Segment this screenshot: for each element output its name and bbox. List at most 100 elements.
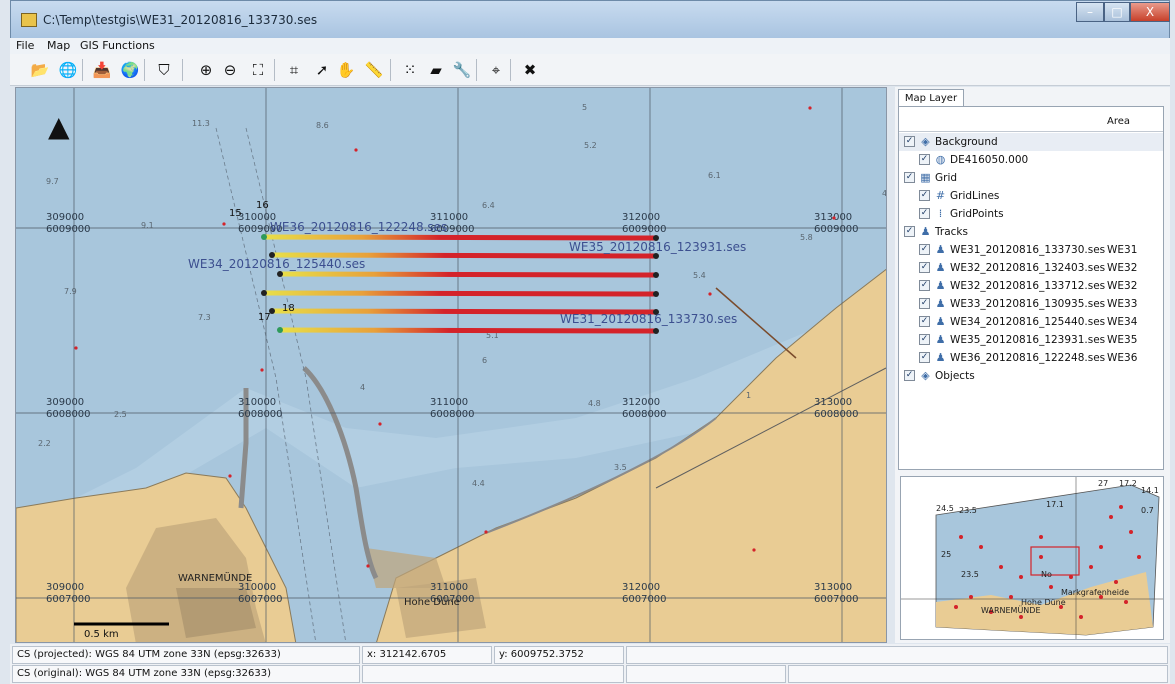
north-arrow-icon: ▲ <box>48 110 70 143</box>
layer-row[interactable]: ✓ ♟ WE35_20120816_123931.ses WE35 <box>899 331 1163 349</box>
point-number-label: 17 <box>258 312 271 323</box>
area-column-header[interactable]: Area <box>1107 116 1131 127</box>
layer-visibility-checkbox[interactable]: ✓ <box>919 280 930 291</box>
depth-sounding: 11.3 <box>192 119 210 128</box>
overview-label: 0.7 <box>1141 506 1154 515</box>
overview-view-extent[interactable] <box>1030 546 1080 576</box>
overview-label: 23.5 <box>959 506 977 515</box>
window-title: C:\Temp\testgis\WE31_20120816_133730.ses <box>43 13 318 27</box>
map-marker <box>222 222 226 226</box>
layer-row[interactable]: ✓ ◈ Objects <box>899 367 1163 385</box>
print-icon[interactable]: ⛉ <box>158 61 170 79</box>
grid-easting-label: 313000 <box>814 582 852 593</box>
layer-visibility-checkbox[interactable]: ✓ <box>919 352 930 363</box>
open-layer-icon[interactable]: 📂 <box>30 61 50 79</box>
track-line[interactable] <box>269 308 659 315</box>
layer-visibility-checkbox[interactable]: ✓ <box>919 298 930 309</box>
track-start-point <box>261 290 267 296</box>
layer-label: WE33_20120816_130935.ses <box>950 298 1106 310</box>
layer-area: WE36 <box>1107 352 1138 364</box>
overview-marker <box>1129 530 1133 534</box>
depth-sounding: 9.1 <box>141 221 154 230</box>
status-y-coordinate: y: 6009752.3752 <box>494 646 624 664</box>
overview-label: 25 <box>941 550 951 559</box>
zoom-extent-icon[interactable]: ⛶ <box>252 61 264 79</box>
depth-sounding: 8.6 <box>316 121 329 130</box>
layer-visibility-checkbox[interactable]: ✓ <box>919 154 930 165</box>
add-map-icon[interactable]: 🌍 <box>120 61 140 79</box>
layer-row[interactable]: ✓ ♟ WE36_20120816_122248.ses WE36 <box>899 349 1163 367</box>
menu-map[interactable]: Map <box>47 39 71 52</box>
pan-hand-icon[interactable]: ✋ <box>336 61 356 79</box>
track-line[interactable] <box>277 271 659 278</box>
layer-visibility-checkbox[interactable]: ✓ <box>919 244 930 255</box>
track-line[interactable] <box>261 234 659 241</box>
overview-marker <box>1059 605 1063 609</box>
layer-row[interactable]: ✓ ♟ WE32_20120816_133712.ses WE32 <box>899 277 1163 295</box>
layer-visibility-checkbox[interactable]: ✓ <box>904 172 915 183</box>
overview-label: Markgrafenheide <box>1061 588 1129 597</box>
layer-row[interactable]: ✓ ◈ Background <box>899 133 1163 151</box>
layer-visibility-checkbox[interactable]: ✓ <box>919 262 930 273</box>
layer-visibility-checkbox[interactable]: ✓ <box>919 208 930 219</box>
layer-row[interactable]: ✓ ♟ WE32_20120816_132403.ses WE32 <box>899 259 1163 277</box>
overview-marker <box>954 605 958 609</box>
toolbar-separator <box>274 59 275 81</box>
grid-northing-label: 6007000 <box>46 594 91 605</box>
eraser-icon[interactable]: ▰ <box>430 61 442 79</box>
layer-visibility-checkbox[interactable]: ✓ <box>904 226 915 237</box>
grid-easting-label: 311000 <box>430 397 468 408</box>
overview-marker <box>999 565 1003 569</box>
select-area-icon[interactable]: ⌗ <box>289 61 299 79</box>
pointer-icon[interactable]: ➚ <box>315 61 329 79</box>
zoom-in-icon[interactable]: ⊕ <box>199 61 213 79</box>
track-line[interactable] <box>277 327 659 334</box>
depth-sounding: 5 <box>582 103 587 112</box>
layer-row[interactable]: ✓ ▦ Grid <box>899 169 1163 187</box>
layer-row[interactable]: ✓ # GridLines <box>899 187 1163 205</box>
layer-visibility-checkbox[interactable]: ✓ <box>919 316 930 327</box>
wrench-icon[interactable]: 🔧 <box>452 61 472 79</box>
layer-visibility-checkbox[interactable]: ✓ <box>919 190 930 201</box>
track-line[interactable] <box>261 290 659 297</box>
remove-selection-icon[interactable]: ✖ <box>523 61 537 79</box>
scale-label: 0.5 km <box>84 629 119 640</box>
map-drawing: 3090006009000310000600900031100060090003… <box>16 88 886 642</box>
layer-row[interactable]: ✓ ◍ DE416050.000 <box>899 151 1163 169</box>
overview-marker <box>989 610 993 614</box>
place-warnemuende: WARNEMÜNDE <box>178 571 252 584</box>
grid-easting-label: 312000 <box>622 212 660 223</box>
menu-file[interactable]: File <box>16 39 35 52</box>
layer-row[interactable]: ✓ ⁞ GridPoints <box>899 205 1163 223</box>
overview-marker <box>1089 565 1093 569</box>
layer-type-icon: ♟ <box>935 333 946 346</box>
open-map-icon[interactable]: 🌐 <box>58 61 78 79</box>
side-panel: Map Layer Area ✓ ◈ Background ✓ ◍ DE416050.00… <box>895 87 1170 643</box>
layer-row[interactable]: ✓ ♟ WE31_20120816_133730.ses WE31 <box>899 241 1163 259</box>
maximize-button[interactable]: □ <box>1104 2 1130 22</box>
layer-visibility-checkbox[interactable]: ✓ <box>904 370 915 381</box>
map-canvas[interactable]: 309000 6009000 310000 6009000 311000 6009000 3… <box>15 87 887 643</box>
track-line[interactable] <box>269 252 659 259</box>
color-points-icon[interactable]: ⁙ <box>403 61 417 79</box>
layer-label: Background <box>935 136 998 148</box>
zoom-out-icon[interactable]: ⊖ <box>223 61 237 79</box>
close-button[interactable]: X <box>1130 2 1170 22</box>
depth-sounding: 4 <box>360 383 365 392</box>
grid-northing-label: 6009000 <box>430 224 475 235</box>
layer-row[interactable]: ✓ ♟ WE33_20120816_130935.ses WE33 <box>899 295 1163 313</box>
minimize-button[interactable]: – <box>1076 2 1104 22</box>
layer-visibility-checkbox[interactable]: ✓ <box>919 334 930 345</box>
tab-map-layer[interactable]: Map Layer <box>898 89 964 107</box>
overview-map[interactable]: 27 17.2 14.1 24.5 23.5 17.1 0.7 25 23.5 No Markgra… <box>900 476 1164 640</box>
target-icon[interactable]: ⌖ <box>491 61 501 79</box>
layer-visibility-checkbox[interactable]: ✓ <box>904 136 915 147</box>
layer-row[interactable]: ✓ ♟ Tracks <box>899 223 1163 241</box>
menu-gis-functions[interactable]: GIS Functions <box>80 39 155 52</box>
toolbar-separator <box>476 59 477 81</box>
measure-ruler-icon[interactable]: 📏 <box>364 61 384 79</box>
add-layer-icon[interactable]: 📥 <box>92 61 112 79</box>
layer-row[interactable]: ✓ ♟ WE34_20120816_125440.ses WE34 <box>899 313 1163 331</box>
layer-type-icon: ♟ <box>920 225 931 238</box>
layer-label: GridLines <box>950 190 1000 202</box>
